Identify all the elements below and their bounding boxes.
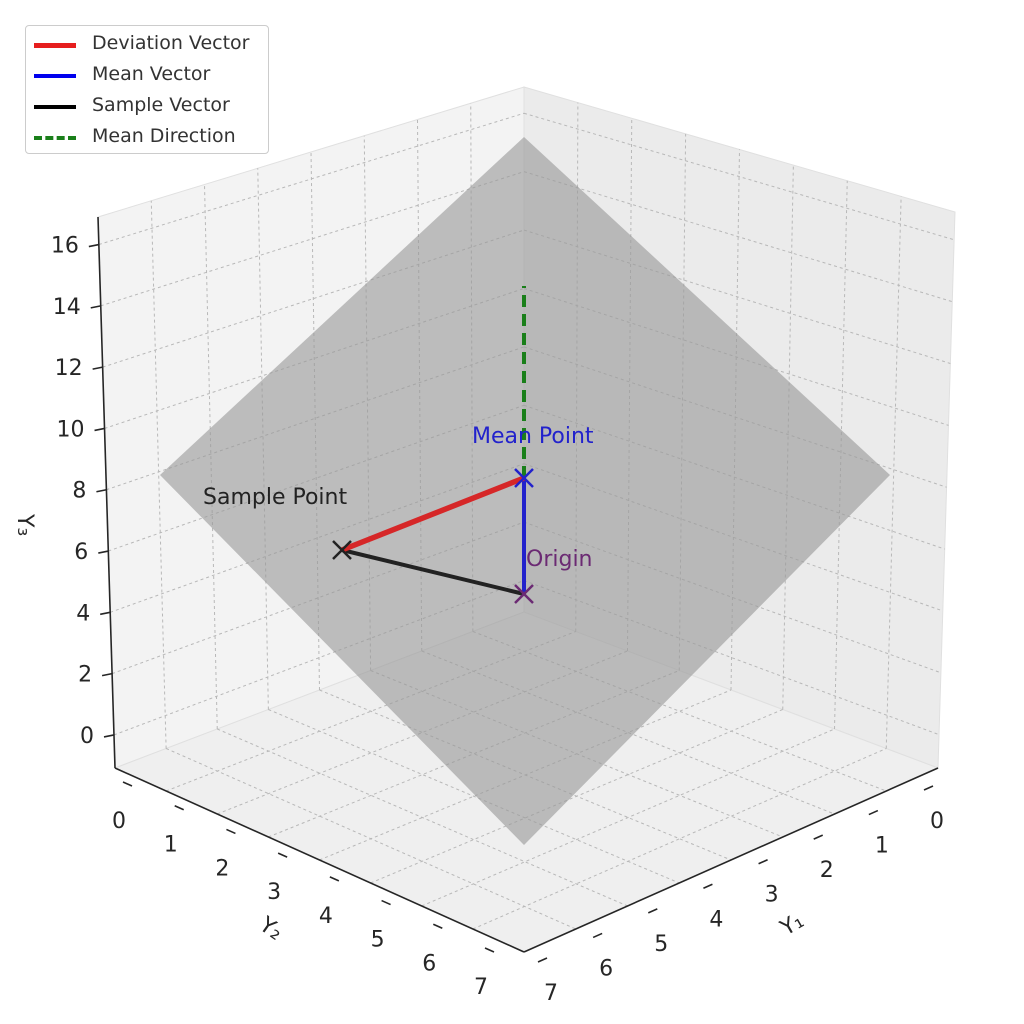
wall-grid-line <box>523 112 955 241</box>
legend-label-mean: Mean Vector <box>92 63 211 85</box>
z-axis-line <box>97 216 116 769</box>
wall-grid-line <box>100 171 525 307</box>
z-tick-label: 0 <box>80 724 94 749</box>
y-tick-mark <box>484 947 495 953</box>
x-tick-mark <box>813 834 824 840</box>
sample-point-label: Sample Point <box>203 485 347 510</box>
origin-label: Origin <box>526 547 593 572</box>
z-tick-label: 4 <box>76 601 90 626</box>
z-tick-label: 16 <box>51 234 79 259</box>
deviation-vector-line <box>340 475 526 553</box>
y-tick-label: 7 <box>474 975 488 1000</box>
sample-vector-line <box>341 548 525 596</box>
y-tick-label: 5 <box>371 928 385 953</box>
legend-label-sample: Sample Vector <box>92 94 230 116</box>
z-tick-mark <box>88 243 100 248</box>
mean-point-marker <box>514 468 534 488</box>
floor-grid-line <box>268 670 680 838</box>
wall-grid-line <box>111 521 525 675</box>
x-tick-mark <box>647 908 658 914</box>
legend-swatch-sample <box>34 105 76 109</box>
z-tick-mark <box>103 734 115 738</box>
x-tick-label: 5 <box>654 932 668 957</box>
z-tick-mark <box>94 427 105 432</box>
z-tick-label: 12 <box>55 356 83 381</box>
y-tick-label: 6 <box>422 951 436 976</box>
z-tick-mark <box>100 611 111 616</box>
legend-swatch-mean <box>34 74 76 78</box>
legend-swatch-deviation <box>34 43 76 48</box>
x-tick-label: 0 <box>930 809 944 834</box>
z-tick-label: 2 <box>78 663 92 688</box>
wall-grid-line <box>523 171 953 303</box>
mean-point-label: Mean Point <box>472 424 594 449</box>
chart-legend: Deviation Vector Mean Vector Sample Vect… <box>25 25 269 154</box>
legend-swatch-mean-direction <box>34 136 76 140</box>
wall-grid-line <box>113 580 525 736</box>
wall-grid-line <box>363 135 372 671</box>
wall-grid-line <box>150 200 167 749</box>
floor-grid-line <box>370 709 783 884</box>
floor-grid-line <box>268 709 680 884</box>
z-tick-label: 8 <box>72 479 86 504</box>
z-tick-mark <box>96 488 107 493</box>
x-tick-label: 2 <box>820 858 834 883</box>
z-axis-label: Y₃ <box>12 513 37 536</box>
z-tick-label: 14 <box>53 295 81 320</box>
y-tick-mark <box>381 899 391 906</box>
legend-item-sample-vector: Sample Vector <box>26 92 268 123</box>
y-axis-label: Y₂ <box>254 912 287 946</box>
y-tick-label: 2 <box>215 856 229 881</box>
wall-grid-line <box>98 112 525 246</box>
legend-label-mean-direction: Mean Direction <box>92 125 236 147</box>
axes <box>97 216 939 953</box>
wall-grid-line <box>102 229 525 368</box>
origin-marker <box>514 584 534 604</box>
legend-item-deviation-vector: Deviation Vector <box>26 30 268 61</box>
z-tick-label: 6 <box>74 540 88 565</box>
x-tick-mark <box>537 957 548 963</box>
x-tick-label: 1 <box>875 834 889 859</box>
z-tick-mark <box>92 366 103 370</box>
wall-grid-line <box>885 196 902 749</box>
z-tick-mark <box>101 672 113 677</box>
y-tick-mark <box>277 852 288 858</box>
wall-grid-line <box>834 180 848 730</box>
x-tick-label: 6 <box>599 956 613 981</box>
z-tick-label: 10 <box>57 417 85 442</box>
y-tick-mark <box>122 781 133 787</box>
y-tick-mark <box>329 876 340 882</box>
x-tick-label: 7 <box>544 981 558 1006</box>
sample-point-marker <box>332 540 352 560</box>
x-axis-line <box>523 767 939 953</box>
y-tick-label: 1 <box>164 833 178 858</box>
y-axis-line <box>114 767 525 953</box>
y-tick-label: 4 <box>319 904 333 929</box>
x-tick-label: 3 <box>765 883 779 908</box>
floor-grid-line <box>217 728 628 907</box>
legend-item-mean-direction: Mean Direction <box>26 123 268 154</box>
x-tick-label: 4 <box>709 907 723 932</box>
x-tick-mark <box>923 785 934 791</box>
y-tick-mark <box>226 828 236 835</box>
legend-label-deviation: Deviation Vector <box>92 32 250 54</box>
x-tick-mark <box>703 883 713 890</box>
floor-grid-line <box>421 728 835 907</box>
z-tick-mark <box>98 550 109 554</box>
x-tick-mark <box>592 932 603 939</box>
x-axis-label: Y₁ <box>776 908 809 941</box>
z-tick-mark <box>90 305 101 309</box>
y-tick-mark <box>432 923 443 930</box>
y-tick-label: 0 <box>112 809 126 834</box>
legend-item-mean-vector: Mean Vector <box>26 61 268 92</box>
y-tick-mark <box>174 804 185 811</box>
y-tick-label: 3 <box>267 880 281 905</box>
x-tick-mark <box>868 809 879 816</box>
x-tick-mark <box>758 858 768 865</box>
